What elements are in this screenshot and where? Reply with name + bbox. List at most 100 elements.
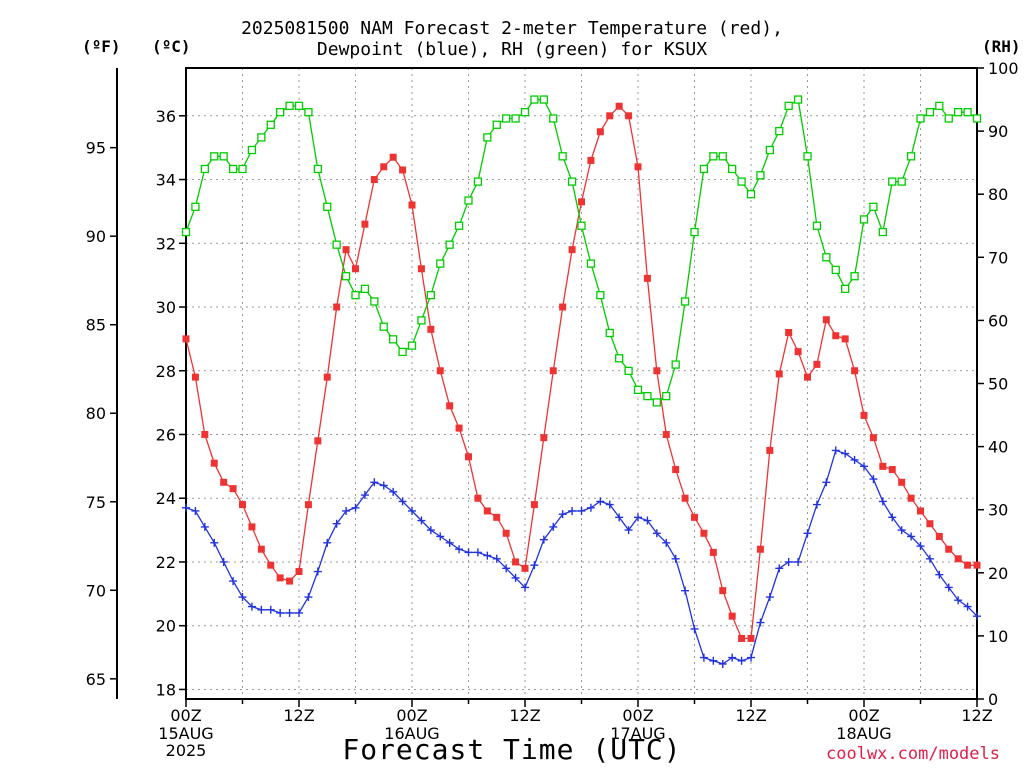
dewpoint-point <box>295 608 303 617</box>
celsius-tick-label: 26 <box>156 425 176 444</box>
dewpoint-point <box>323 538 332 547</box>
rh-point <box>831 265 840 275</box>
rh-tick-label: 10 <box>988 627 1008 646</box>
temperature-point <box>446 402 454 410</box>
temperature-point <box>352 265 359 273</box>
dewpoint-point <box>681 586 690 595</box>
rh-point <box>605 328 614 338</box>
temperature-point <box>973 561 981 569</box>
celsius-tick-label: 32 <box>156 234 176 253</box>
temperature-point <box>898 478 906 486</box>
temperature-point <box>879 462 887 470</box>
rh-point <box>633 385 643 394</box>
temperature-point <box>775 370 783 378</box>
temperature-point <box>794 348 802 356</box>
dewpoint-point <box>728 653 737 662</box>
dewpoint-point <box>897 526 906 535</box>
dewpoint-point <box>624 526 633 535</box>
rh-point <box>916 114 925 123</box>
temperature-point <box>239 501 246 509</box>
temperature-point <box>182 335 190 343</box>
rh-point <box>935 101 944 111</box>
fahrenheit-tick-label: 70 <box>86 581 106 600</box>
rh-point <box>502 114 511 123</box>
dewpoint-point <box>229 577 238 586</box>
rh-point <box>332 240 341 249</box>
x-tick-label: 00Z <box>170 706 201 725</box>
celsius-tick-label: 20 <box>156 617 176 636</box>
rh-point <box>596 291 605 300</box>
dewpoint-point <box>511 573 520 582</box>
x-tick-date-label: 18AUG <box>836 724 891 743</box>
temperature-point <box>634 163 642 171</box>
chart-title-line-1: 2025081500 NAM Forecast 2-meter Temperat… <box>241 18 783 39</box>
rh-point <box>765 145 774 155</box>
rh-point <box>285 101 294 111</box>
dewpoint-point <box>615 513 624 522</box>
rh-point <box>906 152 916 161</box>
temperature-point <box>851 367 859 375</box>
temperature-point <box>483 507 491 515</box>
rh-point <box>567 177 577 186</box>
temperature-point <box>869 434 877 442</box>
temperature-point <box>926 520 934 528</box>
temperature-point <box>945 545 953 553</box>
x-tick-label: 12Z <box>735 706 766 725</box>
rh-point <box>370 297 379 306</box>
rh-point <box>746 190 756 199</box>
temperature-point <box>530 501 538 509</box>
celsius-tick-label: 18 <box>156 680 176 699</box>
rh-tick-label: 40 <box>988 438 1008 457</box>
temperature-point <box>342 246 350 254</box>
temperature-point <box>455 424 463 432</box>
rh-point <box>247 145 257 155</box>
dewpoint-point <box>200 522 209 531</box>
dewpoint-point <box>747 653 755 662</box>
x-tick-date-label: 2025 <box>166 741 207 760</box>
temperature-point <box>653 367 661 375</box>
rh-point <box>294 101 304 111</box>
rh-point <box>850 272 859 281</box>
temperature-point <box>502 529 510 537</box>
rh-point <box>972 114 982 123</box>
dewpoint-point <box>408 506 416 515</box>
temperature-point <box>917 507 924 515</box>
celsius-tick-label: 22 <box>156 553 176 572</box>
dewpoint-point <box>963 602 972 611</box>
dewpoint-point <box>596 497 605 506</box>
rh-point <box>841 284 850 294</box>
dewpoint-point <box>266 605 275 614</box>
dewpoint-point <box>652 529 661 538</box>
rh-point <box>228 164 238 174</box>
dewpoint-point <box>210 538 219 547</box>
dewpoint-point <box>342 506 351 515</box>
dewpoint-point <box>502 564 511 573</box>
dewpoint-point <box>737 656 746 665</box>
temperature-point <box>417 265 425 273</box>
temperature-point <box>267 561 275 569</box>
x-tick-label: 00Z <box>396 706 427 725</box>
rh-point <box>888 177 897 186</box>
dewpoint-point <box>841 449 850 458</box>
rh-point <box>869 202 878 211</box>
temperature-point <box>493 513 501 521</box>
temperature-point <box>540 434 548 442</box>
celsius-tick-label: 24 <box>156 489 176 508</box>
dewpoint-point <box>247 602 256 611</box>
x-tick-date-label: 16AUG <box>384 724 439 743</box>
temperature-point <box>361 220 369 228</box>
rh-tick-label: 20 <box>988 564 1008 583</box>
dewpoint-point <box>304 593 313 602</box>
rh-point <box>257 133 266 142</box>
rh-point <box>784 101 793 111</box>
rh-point <box>323 202 332 211</box>
rh-point <box>464 196 473 205</box>
rh-point <box>492 120 501 129</box>
temperature-point <box>323 373 331 381</box>
dewpoint-point <box>634 513 642 522</box>
fahrenheit-unit-label: (ºF) <box>82 37 121 56</box>
temperature-point <box>785 329 793 337</box>
dewpoint-point <box>784 557 793 566</box>
rh-point <box>737 177 746 186</box>
rh-point <box>662 391 671 401</box>
